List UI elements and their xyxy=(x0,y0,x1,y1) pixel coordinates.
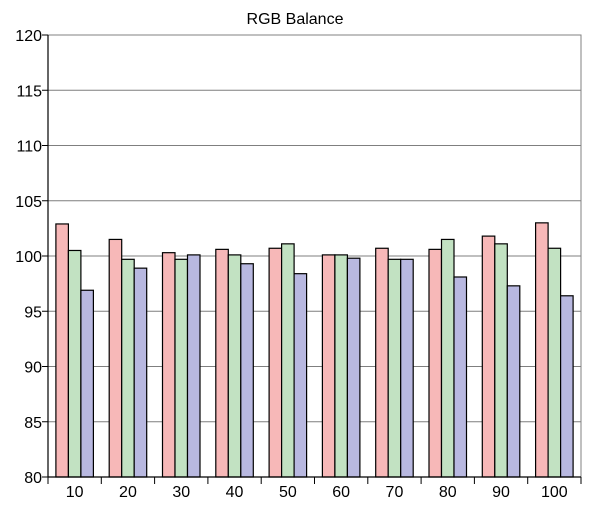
bar-series-1 xyxy=(268,247,283,478)
x-tick-label: 100 xyxy=(541,484,568,501)
y-tick-label: 90 xyxy=(24,360,42,377)
bar-series-1 xyxy=(428,248,443,478)
x-tick-label: 90 xyxy=(492,484,510,501)
x-tick-label: 60 xyxy=(332,484,350,501)
y-tick-label: 115 xyxy=(16,83,42,100)
y-tick-label: 100 xyxy=(15,249,42,266)
bar-series-3 xyxy=(293,273,308,478)
bar-series-3 xyxy=(346,257,361,478)
y-tick-label: 95 xyxy=(24,304,42,321)
bar-series-1 xyxy=(55,223,70,478)
x-tick-label: 80 xyxy=(439,484,457,501)
bar-series-3 xyxy=(133,267,148,478)
y-tick-label: 105 xyxy=(15,194,42,211)
x-tick-label: 30 xyxy=(172,484,190,501)
chart-title: RGB Balance xyxy=(247,11,344,28)
x-tick-label: 10 xyxy=(66,484,84,501)
bar-series-2 xyxy=(547,247,562,478)
bar-series-3 xyxy=(400,258,414,478)
bar-series-2 xyxy=(387,258,402,478)
y-tick-label: 85 xyxy=(24,415,42,432)
bar-series-3 xyxy=(506,285,521,478)
bar-series-2 xyxy=(281,243,295,478)
bar-series-2 xyxy=(67,249,82,478)
bar-series-1 xyxy=(321,254,336,478)
bar-series-1 xyxy=(534,222,549,478)
bar-series-3 xyxy=(80,289,95,478)
y-tick-label: 80 xyxy=(24,470,42,487)
bar-series-2 xyxy=(174,258,189,478)
y-axis: 80 85 90 95 100 105 110 115 120 xyxy=(15,28,49,487)
x-tick-label: 20 xyxy=(119,484,137,501)
y-tick-label: 110 xyxy=(16,139,42,156)
x-tick-label: 70 xyxy=(386,484,404,501)
bar-series-3 xyxy=(186,254,201,478)
bar-series-1 xyxy=(481,235,496,478)
bar-series-3 xyxy=(453,276,468,478)
bar-series-2 xyxy=(121,258,135,478)
bar-series-1 xyxy=(215,248,229,478)
bar-series-2 xyxy=(227,254,242,478)
bar-series-3 xyxy=(559,295,574,478)
bar-series-2 xyxy=(334,254,348,478)
x-tick-label: 40 xyxy=(226,484,244,501)
bar-series-2 xyxy=(440,238,455,478)
x-tick-label: 50 xyxy=(279,484,297,501)
x-axis: 10 20 30 40 50 60 70 80 90 100 xyxy=(47,476,582,501)
bars xyxy=(55,222,574,478)
y-tick-label: 120 xyxy=(15,28,42,45)
bar-series-1 xyxy=(375,247,389,478)
bar-series-2 xyxy=(494,243,508,478)
bar-series-1 xyxy=(108,238,123,478)
bar-series-1 xyxy=(161,252,176,478)
bar-series-3 xyxy=(240,263,254,478)
